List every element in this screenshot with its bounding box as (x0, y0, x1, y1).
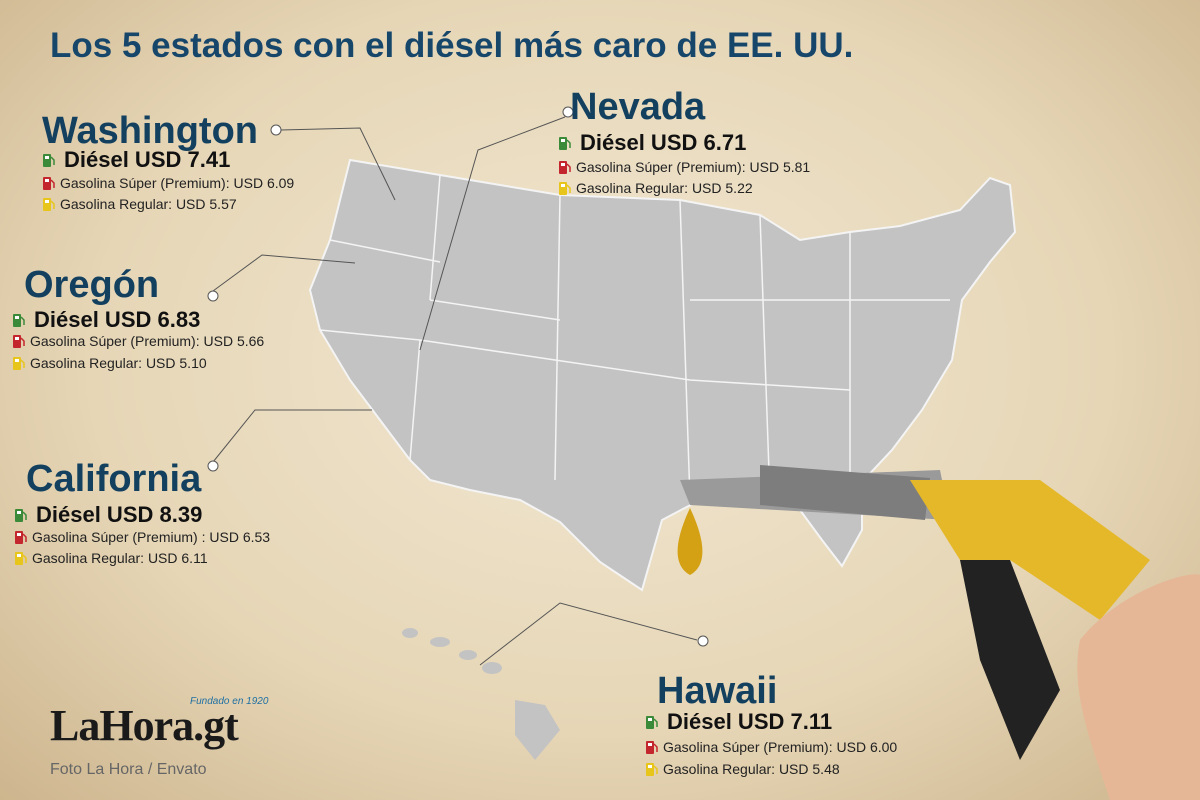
diesel-price: Diésel USD 7.41 (42, 149, 230, 171)
regular-price-text: Gasolina Regular: USD 5.57 (60, 196, 237, 212)
premium-price: Gasolina Súper (Premium): USD 6.09 (42, 176, 294, 190)
state-name-text: Hawaii (657, 670, 778, 712)
fuel-icon (15, 509, 27, 522)
premium-price-text: Gasolina Súper (Premium) : USD 6.53 (32, 529, 271, 545)
logo-tagline: Fundado en 1920 (190, 696, 269, 707)
premium-price-text: Gasolina Súper (Premium): USD 5.81 (576, 159, 811, 175)
connector-dots (207, 106, 709, 647)
regular-price: Gasolina Regular: USD 5.57 (42, 197, 237, 211)
fuel-icon (559, 161, 571, 174)
fuel-icon (13, 357, 25, 370)
state-name-text: Nevada (570, 86, 706, 128)
premium-price: Gasolina Súper (Premium) : USD 6.53 (14, 530, 270, 544)
diesel-price: Diésel USD 8.39 (14, 504, 202, 526)
us-map (308, 158, 1017, 592)
regular-price: Gasolina Regular: USD 5.48 (645, 762, 840, 776)
premium-price-text: Gasolina Súper (Premium): USD 5.66 (30, 333, 265, 349)
premium-price: Gasolina Súper (Premium): USD 5.66 (12, 334, 264, 348)
diesel-price-text: Diésel USD 7.11 (667, 709, 833, 734)
diesel-price: Diésel USD 6.83 (12, 309, 200, 331)
diesel-price-text: Diésel USD 8.39 (36, 502, 203, 527)
state-name: Nevada (570, 88, 705, 126)
fuel-icon (646, 763, 658, 776)
regular-price: Gasolina Regular: USD 6.11 (14, 551, 208, 565)
regular-price: Gasolina Regular: USD 5.22 (558, 181, 753, 195)
fuel-icon (15, 531, 27, 544)
fuel-icon (43, 177, 55, 190)
fuel-icon (13, 335, 25, 348)
state-name: Washington (42, 112, 258, 150)
premium-price-text: Gasolina Súper (Premium): USD 6.00 (663, 739, 898, 755)
fuel-icon (559, 182, 571, 195)
state-name-text: California (26, 458, 202, 500)
connectors (212, 116, 698, 666)
state-name: Oregón (24, 266, 159, 304)
regular-price-text: Gasolina Regular: USD 5.22 (576, 180, 753, 196)
premium-price: Gasolina Súper (Premium): USD 6.00 (645, 740, 897, 754)
hawaii-islands (402, 628, 560, 760)
diesel-price: Diésel USD 6.71 (558, 132, 746, 154)
diesel-price-text: Diésel USD 7.41 (64, 147, 231, 172)
state-name-text: Washington (42, 110, 258, 152)
diesel-price: Diésel USD 7.11 (645, 711, 832, 733)
state-name: California (26, 460, 201, 498)
diesel-price-text: Diésel USD 6.71 (580, 130, 747, 155)
fuel-nozzle (677, 465, 1200, 800)
fuel-icon (43, 198, 55, 211)
regular-price-text: Gasolina Regular: USD 5.48 (663, 761, 840, 777)
state-name: Hawaii (657, 672, 777, 710)
state-borders (319, 174, 950, 501)
photo-credit: Foto La Hora / Envato (50, 761, 207, 778)
fuel-icon (43, 154, 55, 167)
regular-price-text: Gasolina Regular: USD 6.11 (32, 550, 208, 566)
title: Los 5 estados con el diésel más caro de … (50, 26, 854, 65)
fuel-icon (559, 137, 571, 150)
state-name-text: Oregón (24, 264, 160, 306)
regular-price-text: Gasolina Regular: USD 5.10 (30, 355, 207, 371)
premium-price: Gasolina Súper (Premium): USD 5.81 (558, 160, 810, 174)
fuel-icon (15, 552, 27, 565)
diesel-price-text: Diésel USD 6.83 (34, 307, 201, 332)
premium-price-text: Gasolina Súper (Premium): USD 6.09 (60, 175, 295, 191)
logo: LaHora.gt (50, 701, 239, 750)
regular-price: Gasolina Regular: USD 5.10 (12, 356, 207, 370)
fuel-icon (646, 741, 658, 754)
fuel-icon (13, 314, 25, 327)
fuel-icon (646, 716, 658, 729)
